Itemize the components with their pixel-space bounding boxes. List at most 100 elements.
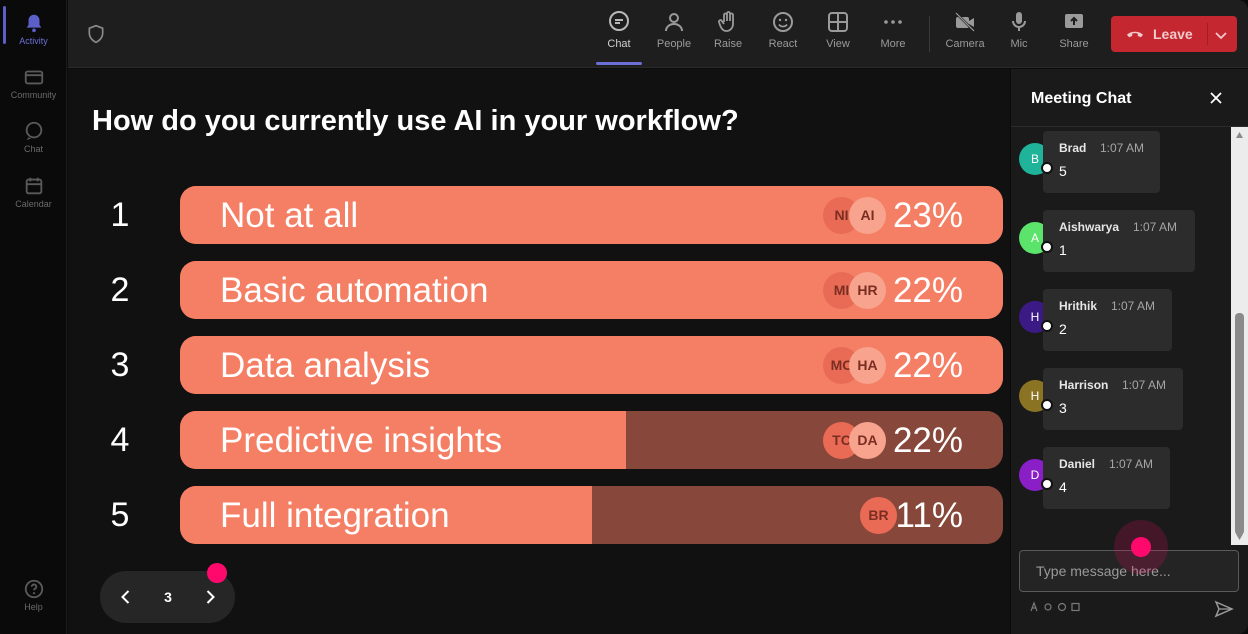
toolbar-react-button[interactable]: React bbox=[755, 10, 811, 50]
chat-scrollbar[interactable] bbox=[1231, 127, 1248, 545]
rail-active-indicator bbox=[3, 6, 6, 44]
option-percentage: 11% bbox=[895, 496, 963, 535]
option-number: 4 bbox=[110, 421, 130, 459]
voter-avatar: HA bbox=[849, 347, 886, 384]
meeting-toolbar: Chat People Raise React View More Camera bbox=[68, 0, 1248, 68]
chat-header: Meeting Chat bbox=[1011, 69, 1248, 127]
message-text: 3 bbox=[1059, 400, 1067, 416]
left-rail: Activity Community Chat Calendar Help bbox=[0, 0, 67, 634]
rail-item-calendar[interactable]: Calendar bbox=[0, 175, 67, 209]
chevron-down-icon[interactable] bbox=[1213, 27, 1229, 43]
message-input[interactable] bbox=[1020, 551, 1238, 591]
help-icon bbox=[24, 579, 43, 599]
option-percentage: 22% bbox=[892, 421, 963, 460]
rail-item-label: Chat bbox=[23, 144, 43, 154]
message-timestamp: 1:07 AM bbox=[1133, 220, 1178, 234]
option-label: Basic automation bbox=[220, 271, 489, 310]
scroll-up-icon[interactable] bbox=[1235, 131, 1244, 139]
message-text: 5 bbox=[1059, 163, 1067, 179]
presence-status-icon bbox=[1041, 478, 1053, 490]
message-timestamp: 1:07 AM bbox=[1100, 141, 1145, 155]
chevron-left-icon[interactable] bbox=[116, 587, 136, 607]
rail-item-activity[interactable]: Activity bbox=[0, 12, 67, 46]
chevron-right-icon[interactable] bbox=[200, 587, 220, 607]
option-label: Predictive insights bbox=[220, 421, 503, 460]
toolbar-label: More bbox=[880, 38, 906, 50]
toolbar-people-button[interactable]: People bbox=[646, 10, 702, 50]
message-timestamp: 1:07 AM bbox=[1122, 378, 1167, 392]
click-indicator bbox=[1131, 537, 1151, 557]
poll-stage: How do you currently use AI in your work… bbox=[68, 69, 1010, 634]
calendar-icon bbox=[25, 177, 42, 195]
poll-option-row: 2 Basic automation MI HR 22% bbox=[68, 261, 1010, 319]
toolbar-view-button[interactable]: View bbox=[810, 10, 866, 50]
toolbar-more-button[interactable]: More bbox=[865, 10, 921, 50]
option-number: 2 bbox=[110, 271, 130, 309]
option-number: 3 bbox=[110, 346, 130, 384]
chat-icon bbox=[609, 11, 629, 31]
toolbar-label: Chat bbox=[607, 38, 631, 50]
hang-up-icon bbox=[1127, 31, 1143, 38]
message-bubble: Aishwarya 1:07 AM 1 bbox=[1043, 210, 1195, 272]
presence-status-icon bbox=[1041, 320, 1053, 332]
leave-separator bbox=[1207, 23, 1208, 45]
voter-avatar: AI bbox=[849, 197, 886, 234]
poll-option-row: 3 Data analysis MC HA 22% bbox=[68, 336, 1010, 394]
chat-title: Meeting Chat bbox=[1031, 90, 1132, 107]
send-icon[interactable] bbox=[1214, 600, 1234, 618]
option-number: 1 bbox=[110, 196, 130, 234]
rail-item-help[interactable]: Help bbox=[0, 578, 67, 612]
toolbar-raise-button[interactable]: Raise bbox=[700, 10, 756, 50]
message-bubble: Brad 1:07 AM 5 bbox=[1043, 131, 1160, 193]
option-result-bar: Data analysis MC HA 22% bbox=[180, 336, 1003, 394]
toolbar-divider bbox=[929, 16, 930, 52]
message-text: 2 bbox=[1059, 321, 1067, 337]
toolbar-label: Mic bbox=[1010, 38, 1028, 50]
camera-off-icon bbox=[955, 12, 975, 32]
poll-option-row: 5 Full integration BR 11% bbox=[68, 486, 1010, 544]
option-result-bar: Basic automation MI HR 22% bbox=[180, 261, 1003, 319]
toolbar-camera-button[interactable]: Camera bbox=[937, 10, 993, 50]
scroll-down-icon[interactable] bbox=[1235, 533, 1244, 541]
smiley-icon bbox=[773, 12, 793, 32]
scrollbar-thumb[interactable] bbox=[1235, 313, 1244, 535]
poll-question: How do you currently use AI in your work… bbox=[92, 105, 739, 137]
toolbar-label: People bbox=[656, 38, 692, 50]
cursor-indicator bbox=[207, 563, 227, 583]
leave-button[interactable]: Leave bbox=[1111, 16, 1237, 52]
toolbar-chat-button[interactable]: Chat bbox=[591, 10, 647, 50]
option-label: Data analysis bbox=[220, 346, 431, 385]
community-icon bbox=[24, 70, 43, 85]
toolbar-share-button[interactable]: Share bbox=[1046, 10, 1102, 50]
more-icon bbox=[884, 20, 902, 24]
format-tools-icon[interactable] bbox=[1029, 601, 1089, 613]
rail-item-community[interactable]: Community bbox=[0, 66, 67, 100]
close-icon[interactable] bbox=[1208, 90, 1224, 106]
option-number: 5 bbox=[110, 496, 130, 534]
toolbar-mic-button[interactable]: Mic bbox=[991, 10, 1047, 50]
presence-status-icon bbox=[1041, 241, 1053, 253]
rail-item-chat[interactable]: Chat bbox=[0, 120, 67, 154]
message-bubble: Harrison 1:07 AM 3 bbox=[1043, 368, 1183, 430]
shield-icon[interactable] bbox=[86, 24, 106, 44]
sender-name: Brad bbox=[1059, 141, 1087, 155]
message-timestamp: 1:07 AM bbox=[1111, 299, 1156, 313]
option-result-bar: Predictive insights TC DA 22% bbox=[180, 411, 1003, 469]
mic-icon bbox=[1012, 12, 1026, 31]
toolbar-label: Raise bbox=[713, 38, 743, 50]
page-number: 3 bbox=[164, 589, 172, 605]
poll-option-row: 1 Not at all NI AI 23% bbox=[68, 186, 1010, 244]
rail-item-label: Community bbox=[10, 90, 57, 100]
meeting-chat-panel: Meeting Chat B Brad 1:07 AM 5 A Aishwarya 1:07… bbox=[1011, 69, 1248, 634]
option-percentage: 23% bbox=[892, 196, 963, 235]
toolbar-label: Camera bbox=[945, 38, 985, 50]
message-text: 4 bbox=[1059, 479, 1067, 495]
option-result-bar: Not at all NI AI 23% bbox=[180, 186, 1003, 244]
voter-avatar: DA bbox=[849, 422, 886, 459]
message-compose-box[interactable] bbox=[1019, 550, 1239, 592]
leave-label: Leave bbox=[1153, 26, 1193, 42]
option-percentage: 22% bbox=[892, 346, 963, 385]
message-timestamp: 1:07 AM bbox=[1109, 457, 1154, 471]
toolbar-label: React bbox=[768, 38, 798, 50]
